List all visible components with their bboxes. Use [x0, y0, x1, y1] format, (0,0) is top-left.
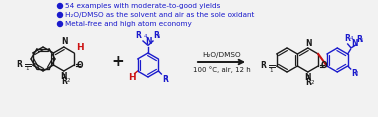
Text: 3: 3: [165, 76, 168, 81]
Text: +: +: [112, 53, 124, 68]
Text: R: R: [17, 60, 23, 69]
Circle shape: [57, 4, 62, 9]
Text: N: N: [60, 72, 67, 81]
Text: Metal-free and high atom economy: Metal-free and high atom economy: [65, 21, 192, 27]
Text: R: R: [261, 61, 266, 70]
Text: H₂O/DMSO: H₂O/DMSO: [202, 52, 241, 58]
Text: 4: 4: [349, 37, 353, 42]
Text: N: N: [61, 38, 68, 46]
Text: 100 °C, air, 12 h: 100 °C, air, 12 h: [193, 66, 250, 73]
Text: O: O: [76, 60, 83, 69]
Text: H₂O/DMSO as the solvent and air as the sole oxidant: H₂O/DMSO as the solvent and air as the s…: [65, 12, 254, 18]
Text: 2: 2: [66, 79, 70, 84]
Text: 5: 5: [156, 34, 160, 39]
Text: N: N: [351, 40, 358, 49]
Text: R: R: [344, 34, 350, 43]
Text: 54 examples with moderate-to-good yields: 54 examples with moderate-to-good yields: [65, 3, 220, 9]
Text: H: H: [128, 73, 136, 82]
Text: 3: 3: [354, 71, 358, 76]
Text: R: R: [162, 75, 168, 84]
Text: N: N: [305, 38, 311, 48]
Text: N: N: [304, 73, 311, 82]
Text: H: H: [76, 43, 84, 52]
Text: 1: 1: [25, 66, 29, 71]
Text: R: R: [305, 78, 311, 87]
Text: N: N: [145, 37, 151, 46]
Text: R: R: [153, 31, 160, 40]
Text: R: R: [136, 31, 141, 40]
Text: R: R: [351, 69, 357, 79]
Text: O: O: [320, 62, 327, 71]
Text: 5: 5: [359, 38, 363, 43]
Circle shape: [57, 13, 62, 18]
Text: R: R: [61, 77, 67, 86]
Text: 1: 1: [269, 68, 273, 73]
Circle shape: [57, 22, 62, 26]
Text: R: R: [356, 35, 362, 44]
Text: 2: 2: [310, 79, 314, 84]
Text: 4: 4: [144, 33, 147, 38]
